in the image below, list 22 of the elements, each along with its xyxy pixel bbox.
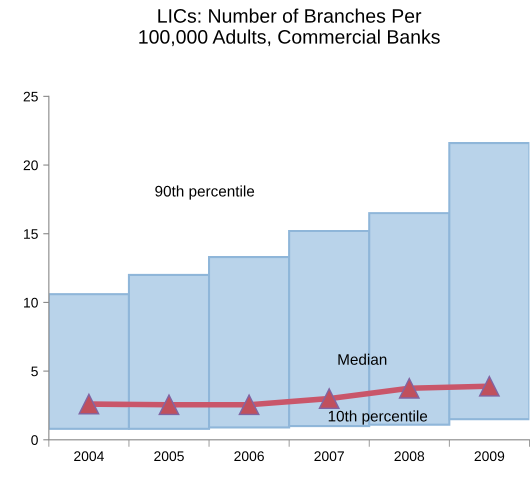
annotation: 90th percentile <box>155 185 254 200</box>
point <box>318 388 340 409</box>
y-tick-label: 5 <box>31 366 38 376</box>
x-tick-label: 2004 <box>74 451 104 462</box>
point <box>78 394 100 414</box>
x-tick-label: 2005 <box>154 451 184 462</box>
point <box>398 378 420 399</box>
x-tick-label: 2008 <box>394 451 424 462</box>
point <box>238 394 260 416</box>
x-tick-label: 2007 <box>314 451 344 462</box>
annotation: 10th percentile <box>328 410 428 425</box>
y-tick-label: 25 <box>24 92 38 102</box>
y-tick-label: 15 <box>24 229 38 239</box>
chart-title: LICs: Number of Branches Per 100,000 Adults, Commercial Banks <box>139 8 440 46</box>
point <box>158 394 180 416</box>
y-tick-label: 20 <box>24 160 38 170</box>
x-tick-label: 2006 <box>234 451 264 462</box>
y-tick-label: 0 <box>31 435 38 445</box>
x-tick-label: 2009 <box>474 451 504 462</box>
annotation: Median <box>338 354 386 365</box>
y-tick-label: 10 <box>24 298 38 308</box>
point <box>478 376 500 397</box>
